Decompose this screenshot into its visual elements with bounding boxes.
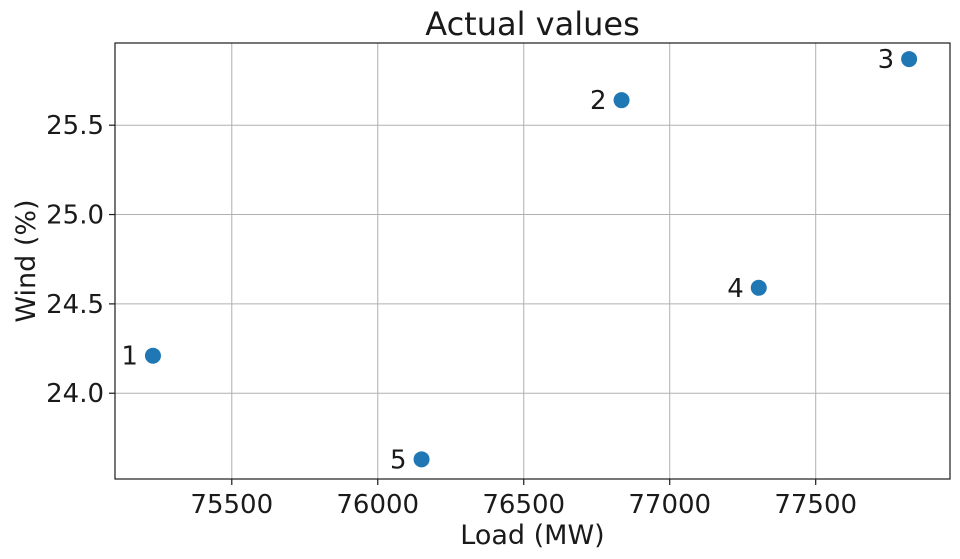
y-tick-label: 24.5 — [46, 290, 104, 320]
x-tick-label: 77500 — [774, 490, 857, 520]
point-label: 5 — [390, 445, 407, 475]
point-label: 2 — [590, 86, 607, 116]
y-tick-label: 24.0 — [46, 379, 104, 409]
point-label: 3 — [878, 45, 895, 75]
scatter-point — [413, 451, 430, 468]
point-label: 4 — [727, 274, 744, 304]
x-tick-label: 75500 — [190, 490, 273, 520]
scatter-point — [901, 51, 918, 68]
x-tick-label: 77000 — [628, 490, 711, 520]
y-axis-label: Wind (%) — [11, 199, 42, 322]
tick-layer: 75500 76000 76500 77000 77500 24.0 24.5 25.0 25.… — [46, 111, 857, 520]
grid-layer — [115, 43, 950, 479]
chart-title: Actual values — [425, 5, 640, 43]
y-tick-label: 25.0 — [46, 201, 104, 231]
scatter-point — [750, 279, 767, 296]
point-label: 1 — [121, 342, 138, 372]
y-tick-label: 25.5 — [46, 111, 104, 141]
plot-frame — [114, 42, 951, 480]
scatter-point — [144, 347, 161, 364]
point-layer: 1 2 3 4 5 — [121, 45, 918, 475]
scatter-point — [613, 92, 630, 109]
x-tick-label: 76000 — [336, 490, 419, 520]
x-tick-label: 76500 — [482, 490, 565, 520]
x-axis-label: Load (MW) — [460, 520, 604, 551]
